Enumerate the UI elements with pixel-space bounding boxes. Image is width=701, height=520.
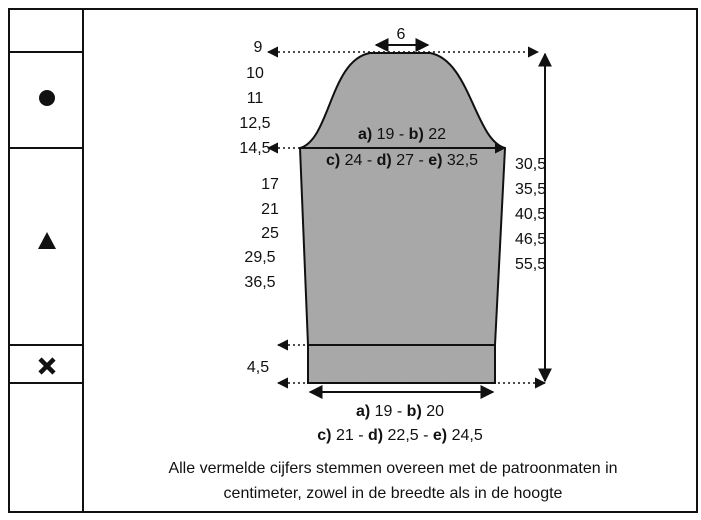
height-label: 21 [261,201,279,218]
text-part: 32,5 [442,152,478,169]
text-part: 19 - [370,403,406,420]
text-part: e) [433,427,447,444]
text-part: b) [407,403,422,420]
height-label: 4,5 [247,359,269,376]
height-label: 46,5 [515,231,546,248]
text-part: 22,5 - [383,427,433,444]
arrows [266,38,552,399]
text-part: 27 - [392,152,428,169]
text-part: b) [409,126,424,143]
text-part: a) [358,126,372,143]
text-part: 22 [424,126,446,143]
text-part: 21 - [332,427,368,444]
text-part: d) [377,152,392,169]
height-label: 12,5 [239,115,270,132]
text-part: 20 [422,403,444,420]
height-label: 9 [254,39,263,56]
height-label: 29,5 [244,249,275,266]
height-label: 40,5 [515,206,546,223]
note-line: Alle vermelde cijfers stemmen overeen me… [168,460,617,477]
sleeve-shape [298,52,507,384]
upper-width-2: c) 24 - d) 27 - e) 32,5 [326,152,478,169]
text-part: 24 - [340,152,376,169]
text-part: c) [317,427,331,444]
lower-width-2: c) 21 - d) 22,5 - e) 24,5 [317,427,483,444]
left-heights: 9 10 11 12,5 14,5 17 21 25 29,5 36,5 4,5 [239,39,279,376]
right-heights: 30,5 35,5 40,5 46,5 55,5 [515,156,546,273]
height-label: 36,5 [244,274,275,291]
height-label: 14,5 [239,140,270,157]
text-part: a) [356,403,370,420]
height-label: 35,5 [515,181,546,198]
note-line: centimeter, zowel in de breedte als in d… [224,485,563,502]
height-label: 17 [261,176,279,193]
triangle-symbol [38,232,56,249]
lower-width-1: a) 19 - b) 20 [356,403,444,420]
top-width: 6 [397,26,406,43]
text-part: 19 - [372,126,408,143]
circle-symbol [39,90,55,106]
text-part: d) [368,427,383,444]
text-part: c) [326,152,340,169]
text-part: e) [428,152,442,169]
frame [8,8,698,513]
height-label: 30,5 [515,156,546,173]
height-label: 25 [261,225,279,242]
height-label: 10 [246,65,264,82]
height-label: 11 [247,90,264,107]
upper-width-1: a) 19 - b) 22 [358,126,446,143]
text-part: 24,5 [447,427,483,444]
height-label: 55,5 [515,256,546,273]
cross-symbol [38,357,56,375]
